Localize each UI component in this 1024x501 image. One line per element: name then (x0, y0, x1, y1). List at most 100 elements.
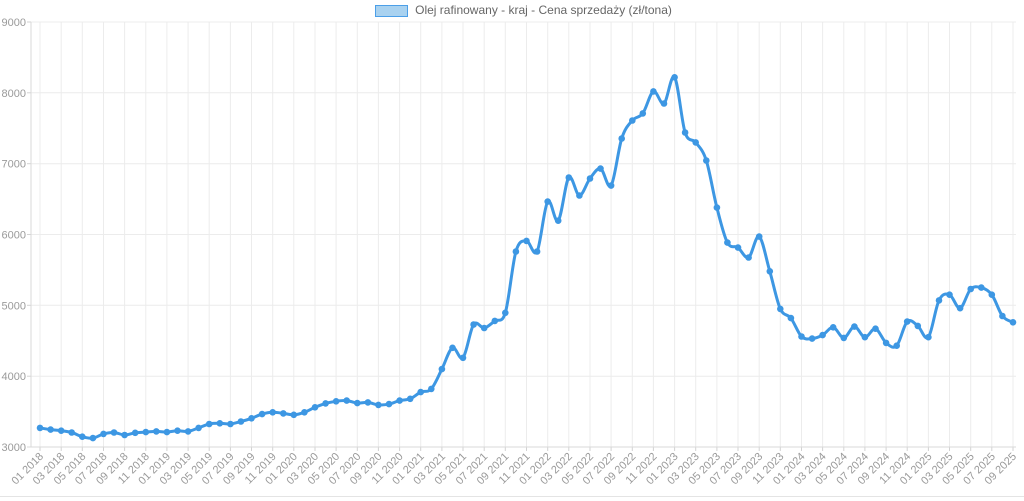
data-point (216, 420, 224, 427)
data-point (903, 318, 911, 325)
data-point (978, 284, 985, 291)
data-point (713, 204, 721, 211)
data-point (671, 74, 678, 81)
y-tick-label: 9000 (2, 17, 26, 29)
data-point (745, 254, 752, 261)
data-point (417, 388, 425, 396)
data-point (121, 431, 128, 439)
data-point (533, 248, 541, 255)
y-tick-label: 3000 (2, 442, 26, 454)
data-point (311, 404, 319, 411)
data-point (967, 285, 974, 293)
data-point (893, 342, 900, 350)
data-point (576, 192, 583, 199)
data-point (428, 385, 435, 393)
data-point (914, 322, 922, 330)
data-point (734, 244, 742, 251)
data-point (248, 415, 255, 422)
data-point (491, 317, 499, 325)
data-point (629, 117, 636, 124)
data-point (480, 324, 488, 332)
data-point (36, 424, 44, 432)
data-point (565, 174, 573, 181)
data-point (195, 424, 202, 432)
data-point (89, 434, 97, 442)
y-tick-label: 4000 (2, 371, 26, 383)
data-point (512, 248, 520, 255)
legend-label: Olej rafinowany - kraj - Cena sprzedaży … (415, 3, 672, 17)
data-point (650, 88, 657, 95)
data-point (988, 291, 996, 299)
data-point (227, 420, 234, 428)
data-point (618, 135, 625, 142)
data-point (829, 324, 837, 331)
y-grid: 3000 4000 5000 6000 7000 8000 9000 (2, 17, 1016, 454)
data-point (301, 409, 308, 416)
data-point (343, 397, 351, 404)
y-tick-label: 5000 (2, 300, 26, 312)
data-point (872, 325, 879, 333)
legend-swatch (375, 4, 409, 17)
data-point (438, 365, 446, 373)
data-point (882, 339, 890, 347)
data-points[interactable] (36, 74, 1017, 442)
data-point (999, 312, 1006, 320)
data-point (544, 198, 551, 205)
data-point (724, 239, 731, 246)
data-point (597, 165, 604, 172)
data-point (153, 428, 160, 435)
data-point (449, 344, 456, 352)
data-point (766, 268, 774, 275)
y-tick-label: 6000 (2, 230, 26, 242)
data-point (459, 354, 467, 362)
data-point (290, 411, 298, 419)
data-point (100, 430, 107, 438)
data-point (163, 428, 171, 436)
data-point (703, 157, 710, 164)
data-point (110, 429, 118, 436)
data-point (396, 397, 403, 404)
data-point (470, 321, 477, 328)
chart-legend: Olej rafinowany - kraj - Cena sprzedaży … (31, 3, 1016, 18)
page-divider (0, 496, 1024, 497)
data-point (777, 305, 784, 313)
data-point (819, 331, 826, 339)
data-point (1009, 319, 1017, 326)
data-point (840, 334, 848, 342)
data-point (586, 175, 594, 182)
data-point (332, 398, 340, 405)
data-point (798, 333, 805, 340)
data-point (808, 335, 816, 342)
data-point (385, 400, 393, 408)
data-point (237, 418, 245, 425)
data-point (47, 426, 54, 433)
data-point (851, 323, 858, 330)
data-point (258, 410, 266, 418)
data-point (607, 182, 615, 189)
data-point (354, 399, 361, 407)
data-point (554, 217, 562, 224)
data-point (692, 139, 699, 146)
data-point (956, 304, 964, 312)
data-point (660, 100, 668, 107)
data-point (523, 237, 530, 245)
data-point (322, 400, 329, 407)
y-tick-label: 7000 (2, 159, 26, 171)
data-point (280, 410, 287, 417)
data-point (935, 297, 943, 304)
data-point (364, 399, 372, 406)
data-point (755, 233, 763, 240)
data-point (681, 129, 689, 136)
data-point (375, 401, 382, 409)
data-point (131, 429, 139, 437)
data-point (861, 333, 869, 341)
data-point (946, 291, 953, 299)
data-point (79, 433, 86, 441)
data-point (68, 429, 75, 436)
data-point (406, 395, 414, 403)
legend-item-olej-rafinowany[interactable]: Olej rafinowany - kraj - Cena sprzedaży … (375, 3, 672, 18)
data-point (174, 427, 181, 435)
